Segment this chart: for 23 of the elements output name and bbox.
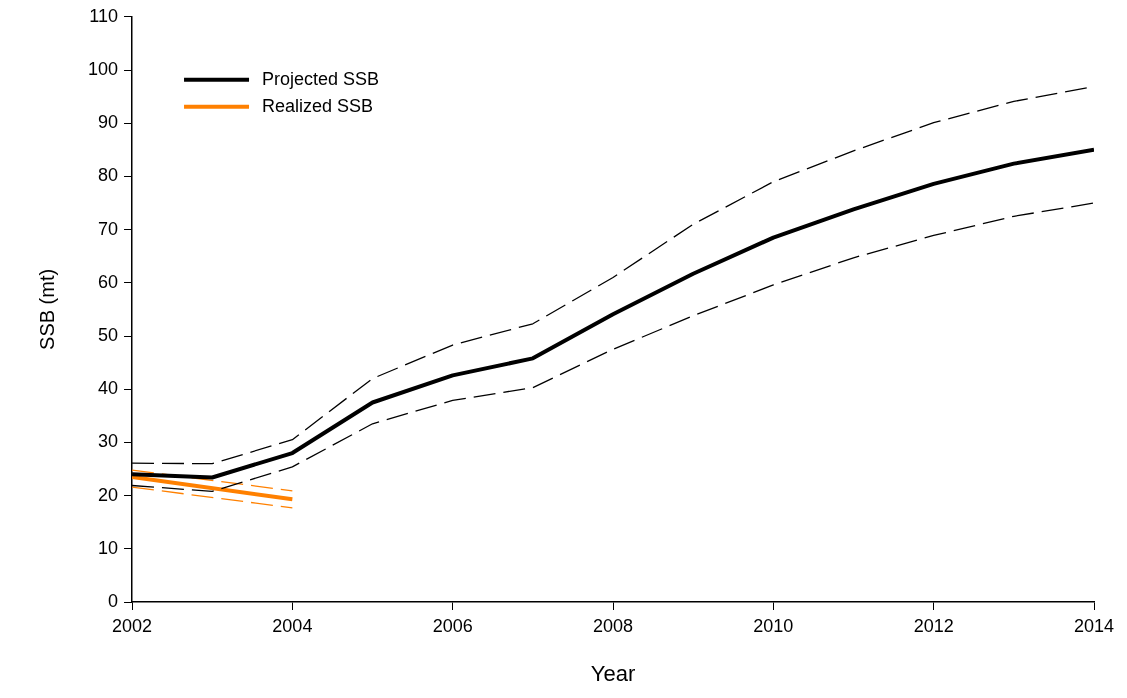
- y-tick-label: 50: [98, 324, 119, 345]
- y-tick-label: 20: [98, 484, 119, 505]
- y-tick-label: 70: [98, 218, 119, 239]
- legend-label: Projected SSB: [262, 68, 380, 89]
- y-tick-label: 30: [98, 431, 119, 452]
- x-tick-label: 2014: [1073, 615, 1115, 636]
- x-axis-title: Year: [590, 660, 636, 686]
- y-tick-label: 10: [98, 537, 119, 558]
- y-tick-label: 40: [98, 378, 119, 399]
- y-axis-title: SSB (mt): [35, 268, 58, 350]
- y-tick-label: 110: [89, 5, 119, 26]
- y-tick-label: 80: [98, 165, 119, 186]
- x-tick-label: 2010: [753, 615, 794, 636]
- x-tick-label: 2012: [913, 615, 954, 636]
- y-tick-label: 0: [108, 590, 119, 611]
- x-tick-label: 2006: [432, 615, 473, 636]
- legend-label: Realized SSB: [262, 95, 374, 116]
- y-tick-label: 100: [87, 58, 119, 79]
- y-tick-label: 90: [98, 112, 119, 133]
- y-tick-label: 60: [98, 271, 119, 292]
- x-tick-label: 2008: [592, 615, 634, 636]
- x-tick-label: 2002: [112, 615, 153, 636]
- x-tick-label: 2004: [272, 615, 313, 636]
